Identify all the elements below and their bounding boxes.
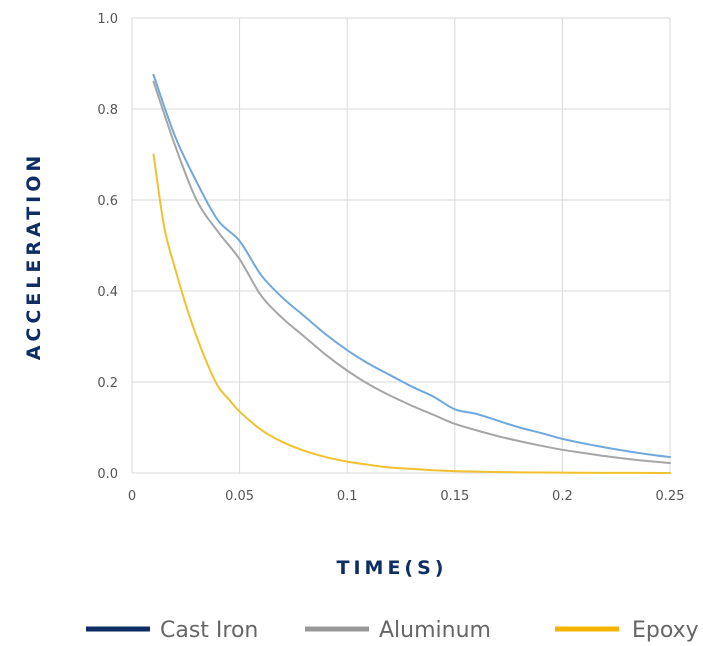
x-tick-label: 0 bbox=[128, 489, 136, 504]
x-tick-label: 0.15 bbox=[440, 489, 469, 504]
y-tick-label: 0.8 bbox=[97, 103, 118, 118]
legend: Cast Iron Aluminum Epoxy bbox=[86, 618, 699, 643]
x-axis-ticks: 0 0.05 0.1 0.15 0.2 0.25 bbox=[128, 489, 685, 504]
series-line-cast-iron bbox=[152, 73, 671, 459]
grid-lines bbox=[131, 17, 671, 474]
y-tick-label: 0.4 bbox=[97, 285, 118, 300]
series-lines bbox=[152, 73, 671, 474]
series-line-epoxy bbox=[152, 153, 671, 474]
x-tick-label: 0.1 bbox=[337, 489, 358, 504]
legend-label-aluminum: Aluminum bbox=[379, 618, 491, 643]
x-tick-label: 0.2 bbox=[552, 489, 573, 504]
y-tick-label: 0.6 bbox=[97, 194, 118, 209]
y-axis-title: ACCELERATION bbox=[23, 152, 45, 361]
legend-label-cast-iron: Cast Iron bbox=[160, 618, 258, 643]
y-tick-label: 0.0 bbox=[97, 467, 118, 482]
series-line-aluminum bbox=[152, 80, 671, 464]
x-axis-title: TIME(S) bbox=[337, 557, 448, 579]
y-tick-label: 0.2 bbox=[97, 376, 118, 391]
y-tick-label: 1.0 bbox=[97, 12, 118, 27]
legend-label-epoxy: Epoxy bbox=[632, 618, 699, 643]
x-tick-label: 0.05 bbox=[225, 489, 254, 504]
x-tick-label: 0.25 bbox=[656, 489, 685, 504]
y-axis-ticks: 0.0 0.2 0.4 0.6 0.8 1.0 bbox=[97, 12, 118, 482]
